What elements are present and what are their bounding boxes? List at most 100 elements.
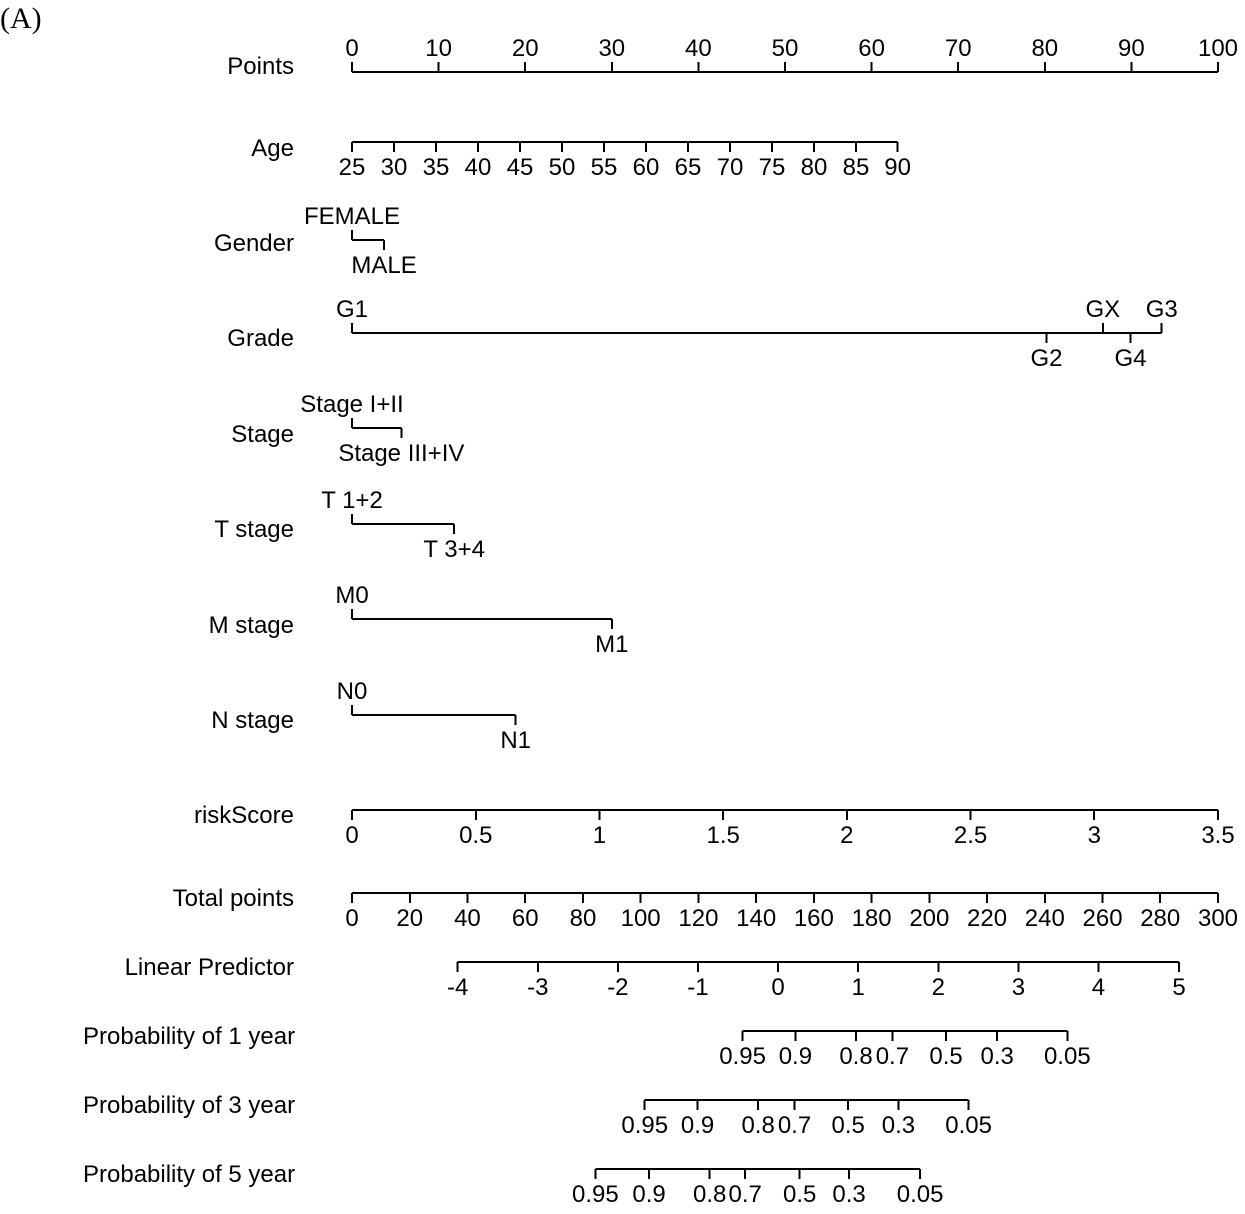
tick-label-prob_3y: 0.95	[621, 1112, 668, 1139]
tick-label-risk_score: 1.5	[706, 822, 739, 849]
tick-label-prob_1y: 0.95	[719, 1043, 766, 1070]
tick-label-points: 80	[1031, 35, 1058, 62]
row-label-prob_3y: Probability of 3 year	[83, 1092, 295, 1119]
tick-label-age: 70	[717, 154, 744, 181]
tick-label-prob_1y: 0.3	[980, 1043, 1013, 1070]
tick-label-points: 60	[858, 35, 885, 62]
tick-label-total_points: 20	[396, 905, 423, 932]
tick-label-total_points: 280	[1140, 905, 1180, 932]
tick-label-points: 70	[945, 35, 972, 62]
tick-label-prob_5y: 0.9	[632, 1181, 665, 1208]
tick-label-points: 90	[1118, 35, 1145, 62]
tick-label-prob_5y: 0.05	[897, 1181, 944, 1208]
tick-label-points: 10	[425, 35, 452, 62]
tick-label-linear_predictor: 3	[1012, 974, 1025, 1001]
tick-label-prob_3y: 0.9	[681, 1112, 714, 1139]
tick-label-grade: G2	[1031, 345, 1063, 372]
tick-label-linear_predictor: -1	[687, 974, 708, 1001]
row-label-risk_score: riskScore	[194, 802, 294, 829]
tick-label-age: 90	[884, 154, 911, 181]
tick-label-age: 60	[633, 154, 660, 181]
row-label-t_stage: T stage	[214, 516, 294, 543]
tick-label-total_points: 200	[909, 905, 949, 932]
tick-label-age: 65	[675, 154, 702, 181]
tick-label-prob_5y: 0.3	[832, 1181, 865, 1208]
tick-label-risk_score: 1	[593, 822, 606, 849]
tick-label-total_points: 140	[736, 905, 776, 932]
tick-label-linear_predictor: 4	[1092, 974, 1105, 1001]
tick-label-stage: Stage I+II	[300, 391, 403, 418]
tick-label-total_points: 300	[1198, 905, 1238, 932]
row-label-n_stage: N stage	[211, 707, 294, 734]
tick-label-total_points: 220	[967, 905, 1007, 932]
row-label-age: Age	[251, 135, 294, 162]
tick-label-risk_score: 2	[840, 822, 853, 849]
tick-label-points: 100	[1198, 35, 1238, 62]
tick-label-risk_score: 2.5	[954, 822, 987, 849]
tick-label-age: 55	[591, 154, 618, 181]
tick-label-total_points: 180	[852, 905, 892, 932]
tick-label-points: 30	[598, 35, 625, 62]
tick-label-linear_predictor: 5	[1172, 974, 1185, 1001]
tick-label-prob_5y: 0.7	[728, 1181, 761, 1208]
tick-label-prob_5y: 0.5	[783, 1181, 816, 1208]
tick-label-prob_3y: 0.5	[832, 1112, 865, 1139]
tick-label-gender: MALE	[351, 252, 416, 279]
row-label-stage: Stage	[231, 421, 294, 448]
tick-label-stage: Stage III+IV	[338, 440, 464, 467]
tick-label-age: 80	[801, 154, 828, 181]
tick-label-linear_predictor: 2	[932, 974, 945, 1001]
tick-label-age: 50	[549, 154, 576, 181]
tick-label-m_stage: M0	[335, 582, 368, 609]
row-label-points: Points	[227, 53, 294, 80]
tick-label-t_stage: T 1+2	[321, 487, 383, 514]
tick-label-prob_1y: 0.9	[779, 1043, 812, 1070]
tick-label-total_points: 100	[621, 905, 661, 932]
tick-label-risk_score: 0	[345, 822, 358, 849]
row-label-gender: Gender	[214, 230, 294, 257]
tick-label-prob_5y: 0.8	[693, 1181, 726, 1208]
tick-label-grade: G3	[1146, 296, 1178, 323]
tick-label-age: 75	[759, 154, 786, 181]
tick-label-linear_predictor: -2	[607, 974, 628, 1001]
tick-label-risk_score: 3	[1088, 822, 1101, 849]
tick-label-gender: FEMALE	[304, 203, 400, 230]
row-label-grade: Grade	[227, 325, 294, 352]
tick-label-total_points: 160	[794, 905, 834, 932]
tick-label-grade: GX	[1085, 296, 1120, 323]
tick-label-prob_5y: 0.95	[572, 1181, 619, 1208]
tick-label-m_stage: M1	[595, 631, 628, 658]
tick-label-total_points: 40	[454, 905, 481, 932]
tick-label-linear_predictor: -4	[447, 974, 468, 1001]
tick-label-risk_score: 0.5	[459, 822, 492, 849]
tick-label-points: 50	[772, 35, 799, 62]
tick-label-prob_3y: 0.05	[945, 1112, 992, 1139]
tick-label-points: 0	[345, 35, 358, 62]
row-label-m_stage: M stage	[209, 612, 294, 639]
tick-label-risk_score: 3.5	[1201, 822, 1234, 849]
tick-label-total_points: 0	[345, 905, 358, 932]
tick-label-prob_1y: 0.05	[1044, 1043, 1091, 1070]
tick-label-age: 85	[843, 154, 870, 181]
tick-label-total_points: 260	[1083, 905, 1123, 932]
tick-label-n_stage: N0	[337, 678, 368, 705]
tick-label-prob_1y: 0.5	[929, 1043, 962, 1070]
tick-label-grade: G1	[336, 296, 368, 323]
tick-label-linear_predictor: 1	[851, 974, 864, 1001]
tick-label-prob_1y: 0.7	[876, 1043, 909, 1070]
tick-label-linear_predictor: -3	[527, 974, 548, 1001]
tick-label-prob_3y: 0.3	[882, 1112, 915, 1139]
row-label-prob_1y: Probability of 1 year	[83, 1023, 295, 1050]
tick-label-prob_1y: 0.8	[839, 1043, 872, 1070]
tick-label-prob_3y: 0.7	[778, 1112, 811, 1139]
tick-label-age: 30	[381, 154, 408, 181]
row-label-prob_5y: Probability of 5 year	[83, 1161, 295, 1188]
tick-label-age: 35	[423, 154, 450, 181]
tick-label-total_points: 240	[1025, 905, 1065, 932]
tick-label-linear_predictor: 0	[771, 974, 784, 1001]
tick-label-age: 45	[507, 154, 534, 181]
tick-label-t_stage: T 3+4	[423, 536, 485, 563]
tick-label-grade: G4	[1115, 345, 1147, 372]
tick-label-age: 40	[465, 154, 492, 181]
